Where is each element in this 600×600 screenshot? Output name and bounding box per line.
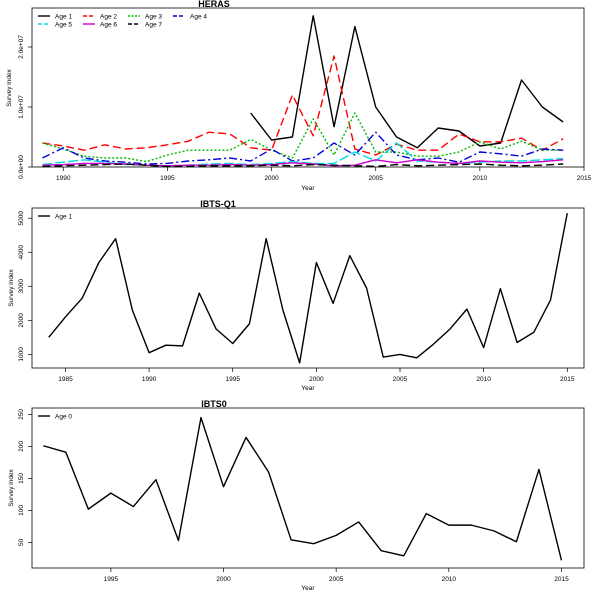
legend-label: Age 3 bbox=[145, 13, 162, 20]
y-tick-label: 5000 bbox=[18, 211, 25, 226]
legend: Age 1 bbox=[38, 213, 72, 220]
x-tick-label: 2005 bbox=[368, 175, 383, 182]
y-tick-label: 250 bbox=[18, 409, 25, 420]
series-line-age-4 bbox=[42, 131, 564, 165]
series-line-age-6 bbox=[42, 159, 564, 167]
x-tick-label: 1990 bbox=[142, 376, 157, 383]
y-tick-label: 2000 bbox=[18, 313, 25, 328]
chart-title: HERAS bbox=[198, 0, 230, 9]
x-axis-label: Year bbox=[301, 585, 315, 592]
x-tick-label: 2000 bbox=[264, 175, 279, 182]
y-axis-label: Survey index bbox=[8, 468, 15, 506]
y-tick-label: 0.0e+00 bbox=[18, 155, 25, 179]
x-tick-label: 2010 bbox=[476, 376, 491, 383]
plot-frame bbox=[31, 7, 585, 168]
x-tick-label: 1995 bbox=[104, 576, 119, 583]
legend-label: Age 6 bbox=[100, 21, 117, 28]
plot-frame bbox=[31, 407, 585, 569]
legend-label: Age 4 bbox=[190, 13, 207, 20]
ibts0-panel: IBTS0 Year Survey index 1995 2000 2005 2010… bbox=[8, 399, 585, 592]
x-tick-label: 2005 bbox=[393, 376, 408, 383]
y-tick-label: 3000 bbox=[18, 279, 25, 294]
y-tick-label: 1.0e+07 bbox=[18, 95, 25, 119]
legend-label: Age 2 bbox=[100, 13, 117, 20]
legend: Age 1 Age 2 Age 3 Age 4 Age 5 Age 6 Age 7 bbox=[38, 13, 207, 28]
y-tick-label: 2.0e+07 bbox=[18, 35, 25, 59]
legend-label: Age 0 bbox=[55, 413, 72, 420]
y-tick-label: 100 bbox=[18, 505, 25, 516]
x-axis-label: Year bbox=[301, 385, 315, 392]
legend: Age 0 bbox=[38, 413, 72, 420]
x-tick-label: 1995 bbox=[225, 376, 240, 383]
legend-label: Age 1 bbox=[55, 213, 72, 220]
chart-title: IBTS-Q1 bbox=[200, 199, 236, 209]
x-tick-label: 1990 bbox=[56, 175, 71, 182]
heras-panel: HERAS Year Survey index 1990 1995 2000 2005… bbox=[6, 0, 592, 192]
x-tick-label: 2015 bbox=[554, 576, 569, 583]
x-tick-label: 2000 bbox=[216, 576, 231, 583]
x-tick-label: 2010 bbox=[473, 175, 488, 182]
y-tick-label: 150 bbox=[18, 473, 25, 484]
series-line-age-3 bbox=[42, 112, 564, 163]
plot-frame bbox=[31, 207, 585, 369]
y-axis-label: Survey index bbox=[8, 268, 15, 306]
y-tick-label: 50 bbox=[18, 538, 25, 546]
x-axis-label: Year bbox=[301, 185, 315, 192]
x-tick-label: 2000 bbox=[309, 376, 324, 383]
x-tick-label: 2015 bbox=[560, 376, 575, 383]
legend-label: Age 7 bbox=[145, 21, 162, 28]
y-axis-label: Survey index bbox=[6, 68, 13, 106]
legend-label: Age 1 bbox=[55, 13, 72, 20]
series-line-age-7 bbox=[42, 163, 564, 168]
series-line-age-0 bbox=[43, 416, 563, 561]
x-tick-label: 2010 bbox=[442, 576, 457, 583]
x-tick-label: 2015 bbox=[577, 175, 592, 182]
x-tick-label: 1985 bbox=[58, 376, 73, 383]
y-tick-label: 200 bbox=[18, 441, 25, 452]
series-line-age-1 bbox=[250, 15, 564, 149]
x-tick-label: 2005 bbox=[329, 576, 344, 583]
y-tick-label: 1000 bbox=[18, 347, 25, 362]
chart-title: IBTS0 bbox=[201, 399, 227, 409]
series-line-age-1 bbox=[48, 212, 568, 364]
legend-label: Age 5 bbox=[55, 21, 72, 28]
series-line-age-2 bbox=[42, 55, 564, 156]
y-tick-label: 4000 bbox=[18, 245, 25, 260]
ibts-q1-panel: IBTS-Q1 Year Survey index 1985 1990 1995 20… bbox=[8, 199, 585, 392]
x-tick-label: 1995 bbox=[160, 175, 175, 182]
